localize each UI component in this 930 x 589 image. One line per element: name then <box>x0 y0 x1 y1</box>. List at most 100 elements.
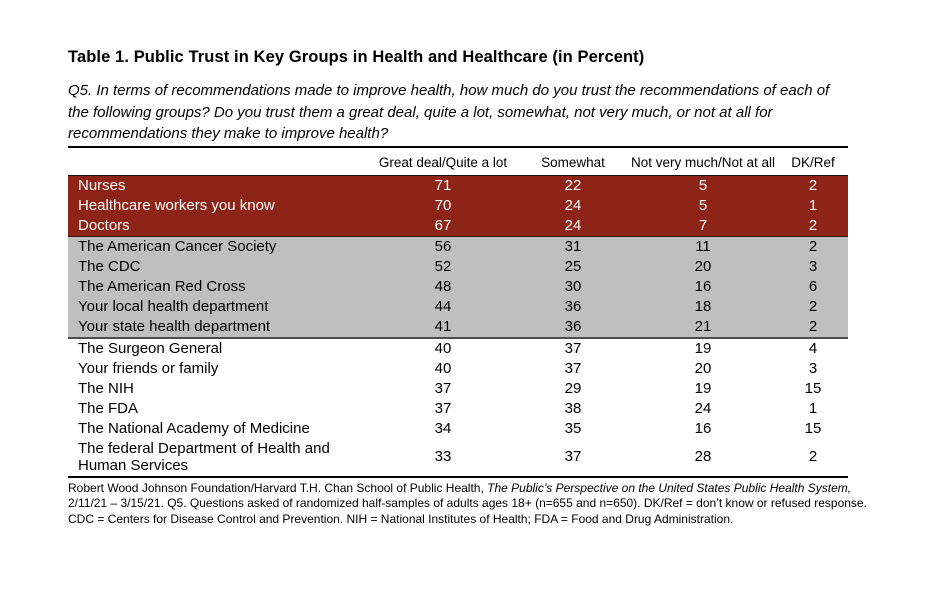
value-cell: 37 <box>518 337 628 359</box>
table-header-row: Great deal/Quite a lot Somewhat Not very m… <box>68 146 848 175</box>
value-cell: 15 <box>778 378 848 399</box>
row-group-white: The Surgeon General 40 37 19 4 Your friends o… <box>68 337 848 477</box>
column-header: DK/Ref <box>778 146 848 175</box>
value-cell: 2 <box>778 296 848 317</box>
value-cell: 2 <box>778 438 848 477</box>
table-row: Your local health department 44 36 18 2 <box>68 296 848 317</box>
value-cell: 3 <box>778 358 848 379</box>
page: Table 1. Public Trust in Key Groups in H… <box>68 48 930 528</box>
value-cell: 52 <box>368 256 518 277</box>
value-cell: 48 <box>368 276 518 297</box>
value-cell: 38 <box>518 398 628 419</box>
row-label: The CDC <box>68 256 368 277</box>
value-cell: 16 <box>628 418 778 439</box>
table-title: Table 1. Public Trust in Key Groups in H… <box>68 48 645 66</box>
value-cell: 34 <box>368 418 518 439</box>
value-cell: 22 <box>518 175 628 196</box>
value-cell: 19 <box>628 378 778 399</box>
value-cell: 40 <box>368 358 518 379</box>
row-label: Your friends or family <box>68 358 368 379</box>
value-cell: 7 <box>628 215 778 236</box>
question-line: the following groups? Do you trust them … <box>68 103 773 121</box>
value-cell: 44 <box>368 296 518 317</box>
value-cell: 37 <box>368 378 518 399</box>
value-cell: 5 <box>628 195 778 216</box>
source-note-segment: 2/11/21 – 3/15/21. Q5. Questions asked o… <box>68 496 867 510</box>
value-cell: 20 <box>628 256 778 277</box>
value-cell: 40 <box>368 337 518 359</box>
table-row: The NIH 37 29 19 15 <box>68 378 848 399</box>
value-cell: 16 <box>628 276 778 297</box>
row-label: The Surgeon General <box>68 337 368 359</box>
value-cell: 71 <box>368 175 518 196</box>
trust-table: Great deal/Quite a lot Somewhat Not very m… <box>68 145 848 478</box>
value-cell: 28 <box>628 438 778 477</box>
row-label: The NIH <box>68 378 368 399</box>
value-cell: 30 <box>518 276 628 297</box>
value-cell: 2 <box>778 236 848 257</box>
value-cell: 5 <box>628 175 778 196</box>
value-cell: 1 <box>778 195 848 216</box>
value-cell: 25 <box>518 256 628 277</box>
table-row: Doctors 67 24 7 2 <box>68 215 848 236</box>
row-group-gray: The American Cancer Society 56 31 11 2 The CD… <box>68 236 848 338</box>
source-note-segment: CDC = Centers for Disease Control and Pr… <box>68 511 734 526</box>
value-cell: 41 <box>368 316 518 338</box>
value-cell: 37 <box>368 398 518 419</box>
value-cell: 36 <box>518 316 628 338</box>
source-note-line: Robert Wood Johnson Foundation/Harvard T… <box>68 481 913 497</box>
value-cell: 4 <box>778 337 848 359</box>
table-row: The Surgeon General 40 37 19 4 <box>68 337 848 359</box>
table-row: The FDA 37 38 24 1 <box>68 398 848 419</box>
source-note-segment: The Public’s Perspective on the United S… <box>487 480 852 495</box>
value-cell: 24 <box>518 195 628 216</box>
value-cell: 35 <box>518 418 628 439</box>
row-label: The FDA <box>68 398 368 419</box>
value-cell: 56 <box>368 236 518 257</box>
value-cell: 2 <box>778 215 848 236</box>
row-label: Healthcare workers you know <box>68 195 368 216</box>
table-row: The American Red Cross 48 30 16 6 <box>68 276 848 297</box>
value-cell: 18 <box>628 296 778 317</box>
question-line: recommendations they make to improve hea… <box>68 125 389 142</box>
table-row: The American Cancer Society 56 31 11 2 <box>68 236 848 257</box>
table-row: The National Academy of Medicine 34 35 16 15 <box>68 418 848 439</box>
row-label: Doctors <box>68 215 368 236</box>
table-header: Great deal/Quite a lot Somewhat Not very m… <box>68 146 848 175</box>
value-cell: 21 <box>628 316 778 338</box>
column-header: Somewhat <box>518 146 628 175</box>
row-group-red: Nurses 71 22 5 2 Healthcare workers you know 7… <box>68 175 848 236</box>
table-row: Healthcare workers you know 70 24 5 1 <box>68 195 848 216</box>
value-cell: 2 <box>778 175 848 196</box>
value-cell: 6 <box>778 276 848 297</box>
question-text: Q5. In terms of recommendations made to … <box>68 80 930 145</box>
source-note-line: CDC = Centers for Disease Control and Pr… <box>68 512 913 528</box>
question-line: Q5. In terms of recommendations made to … <box>68 82 830 99</box>
table-row: The federal Department of Health and Hum… <box>68 438 848 477</box>
source-note-segment: Robert Wood Johnson Foundation/Harvard T… <box>68 480 488 495</box>
value-cell: 1 <box>778 398 848 419</box>
row-label: The American Red Cross <box>68 276 368 297</box>
row-label: Your state health department <box>68 316 368 338</box>
value-cell: 67 <box>368 215 518 236</box>
value-cell: 20 <box>628 358 778 379</box>
value-cell: 11 <box>628 236 778 257</box>
column-header: Great deal/Quite a lot <box>368 146 518 175</box>
value-cell: 37 <box>518 438 628 477</box>
value-cell: 29 <box>518 378 628 399</box>
table-row: Nurses 71 22 5 2 <box>68 175 848 196</box>
column-header: Not very much/Not at all <box>628 146 778 175</box>
row-label: Your local health department <box>68 296 368 317</box>
table-row: Your state health department 41 36 21 2 <box>68 316 848 338</box>
table-row: Your friends or family 40 37 20 3 <box>68 358 848 379</box>
source-note-line: 2/11/21 – 3/15/21. Q5. Questions asked o… <box>68 496 913 512</box>
value-cell: 2 <box>778 316 848 338</box>
value-cell: 37 <box>518 358 628 379</box>
row-label: The American Cancer Society <box>68 236 368 257</box>
value-cell: 19 <box>628 337 778 359</box>
value-cell: 33 <box>368 438 518 477</box>
row-label: Nurses <box>68 175 368 196</box>
value-cell: 15 <box>778 418 848 439</box>
value-cell: 31 <box>518 236 628 257</box>
value-cell: 24 <box>628 398 778 419</box>
